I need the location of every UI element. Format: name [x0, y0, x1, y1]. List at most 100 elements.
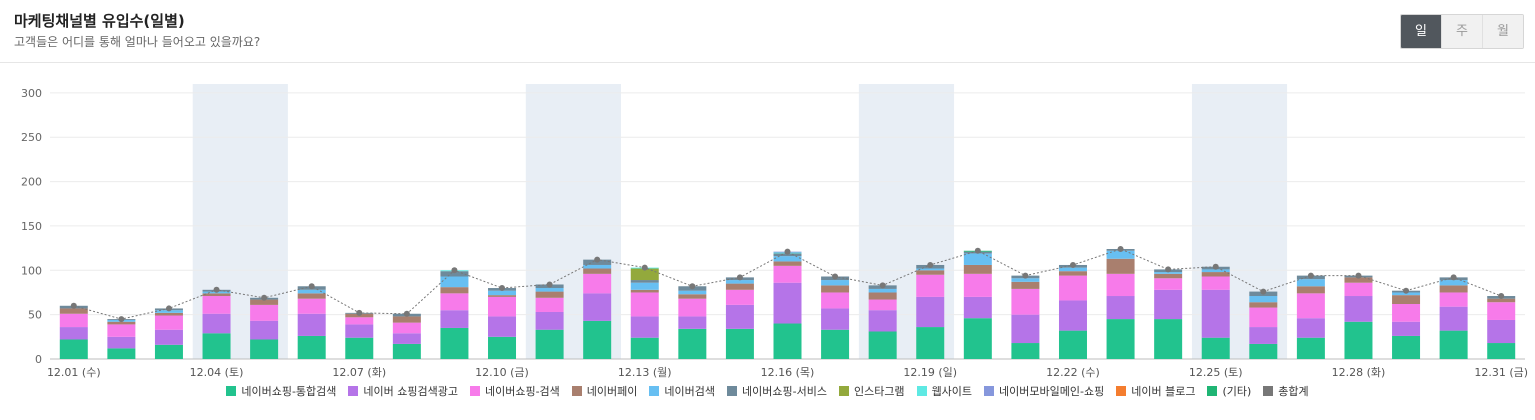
bar-segment [1058, 271, 1087, 276]
legend-swatch [649, 386, 660, 396]
bar-segment [1344, 282, 1373, 297]
bar-segment [1154, 278, 1183, 290]
total-point [118, 316, 125, 323]
legend-label: 웹사이트 [931, 385, 973, 398]
y-tick-label: 0 [35, 353, 42, 366]
legend-item[interactable]: 인스타그램 [838, 383, 905, 399]
bar-segment [1249, 296, 1278, 303]
total-point [832, 273, 839, 280]
total-point [451, 267, 458, 274]
legend-item[interactable]: 네이버모바일메인-쇼핑 [984, 383, 1104, 399]
bar-segment [773, 265, 802, 283]
legend-label: 총합계 [1278, 385, 1309, 398]
period-week-button[interactable]: 주 [1441, 15, 1482, 48]
x-tick-label: 12.19 (일) [903, 365, 957, 379]
bar-segment [1392, 321, 1421, 336]
bar-segment [1106, 273, 1135, 297]
bar-segment [868, 299, 897, 311]
bar-segment [963, 273, 992, 297]
bar-segment [1201, 272, 1230, 277]
bar-segment [725, 289, 754, 305]
bar-segment [1011, 343, 1040, 359]
bar-segment [1058, 275, 1087, 301]
legend-label: 네이버 블로그 [1131, 385, 1196, 398]
bar-segment [1011, 314, 1040, 344]
bar-segment [583, 268, 612, 274]
bar-segment [1058, 330, 1087, 359]
bar-segment [773, 253, 802, 257]
total-point [1355, 272, 1362, 279]
bar-segment [1249, 302, 1278, 308]
total-point [1307, 272, 1314, 279]
bar-segment [821, 292, 850, 309]
legend-item[interactable]: 네이버페이 [571, 383, 637, 399]
legend-item[interactable]: 네이버쇼핑-통합검색 [226, 383, 336, 399]
x-tick-label: 12.04 (토) [190, 366, 244, 379]
legend-label: 네이버검색 [664, 385, 716, 398]
bar-segment [1011, 278, 1040, 282]
bar-segment [1392, 304, 1421, 322]
bar-segment [154, 310, 183, 313]
legend-item[interactable]: 웹사이트 [916, 383, 973, 399]
bar-segment [821, 280, 850, 286]
bar-segment [535, 329, 564, 359]
bar-segment [1296, 337, 1325, 359]
total-point [546, 281, 553, 288]
bar-segment [583, 273, 612, 294]
x-tick-label: 12.25 (토) [1189, 366, 1243, 379]
bar-segment [250, 299, 279, 305]
bar-segment [202, 313, 231, 334]
legend-swatch [469, 386, 480, 396]
bar-segment [202, 333, 231, 359]
y-tick-label: 100 [21, 264, 42, 277]
bar-segment [1154, 319, 1183, 359]
bar-segment [488, 316, 517, 337]
bar-segment [59, 308, 88, 314]
bar-segment [1296, 279, 1325, 287]
total-point [1069, 261, 1076, 268]
bar-segment [440, 271, 469, 277]
legend-item[interactable]: 네이버검색 [649, 383, 715, 399]
legend-item[interactable]: 네이버 쇼핑검색광고 [348, 383, 458, 399]
bar-segment [59, 327, 88, 340]
bar-segment [1249, 307, 1278, 328]
bar-segment [725, 328, 754, 359]
legend-label: 인스타그램 [853, 385, 905, 398]
bar-segment [678, 328, 707, 359]
total-point [308, 283, 315, 290]
total-point [1117, 246, 1124, 252]
bar-segment [107, 321, 136, 325]
bar-segment [107, 324, 136, 337]
bar-segment [821, 308, 850, 330]
legend-swatch [727, 386, 738, 396]
legend-item[interactable]: 총합계 [1263, 383, 1309, 399]
legend-item[interactable]: 네이버쇼핑-서비스 [727, 383, 827, 399]
bar-segment [1487, 319, 1516, 344]
y-tick-label: 250 [21, 131, 42, 144]
x-tick-label: 12.16 (목) [761, 366, 815, 379]
period-month-button[interactable]: 월 [1482, 15, 1523, 48]
bar-segment [963, 264, 992, 274]
period-day-button[interactable]: 일 [1401, 15, 1441, 48]
bar-segment [773, 256, 802, 262]
bar-segment [107, 348, 136, 359]
bar-segment [630, 289, 659, 293]
total-point [784, 248, 791, 255]
bar-segment [1106, 250, 1135, 259]
bar-segment [725, 304, 754, 329]
legend-item[interactable]: 네이버 블로그 [1116, 383, 1195, 399]
total-point [499, 285, 506, 292]
bar-segment [1296, 318, 1325, 338]
bar-segment [250, 320, 279, 340]
bar-segment [535, 311, 564, 330]
bar-segment [1201, 276, 1230, 290]
bar-segment [1392, 335, 1421, 359]
bar-segment [773, 282, 802, 324]
x-tick-label: 12.22 (수) [1046, 366, 1100, 379]
bar-segment [916, 268, 945, 271]
legend-item[interactable]: (기타) [1207, 383, 1251, 399]
y-tick-label: 200 [21, 176, 42, 189]
bar-segment [392, 333, 421, 344]
x-tick-label: 12.28 (화) [1332, 366, 1386, 379]
legend-item[interactable]: 네이버쇼핑-검색 [469, 383, 560, 399]
